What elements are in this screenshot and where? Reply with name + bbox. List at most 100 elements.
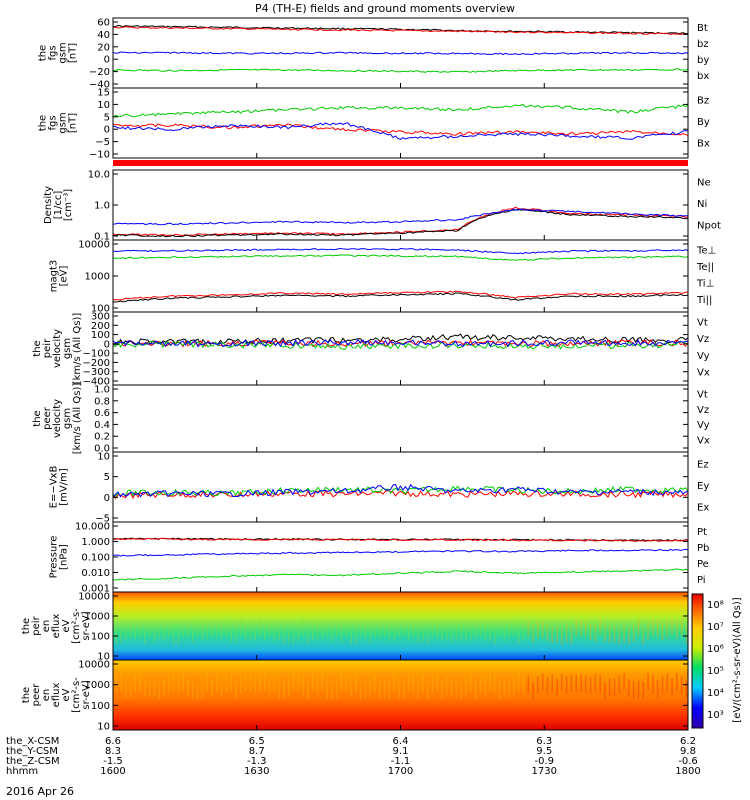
- series-npot-line: [112, 208, 688, 226]
- y-tick-label: 0: [104, 125, 110, 136]
- spectrogram-streak: [321, 620, 324, 638]
- spectrogram-streak: [656, 619, 659, 637]
- spectrogram-streak: [287, 626, 290, 644]
- legend-by: by: [697, 55, 709, 66]
- spectrogram-streak: [163, 677, 165, 696]
- colorbar-tick-label: 10⁶: [707, 644, 724, 655]
- spectrogram-streak: [441, 623, 443, 641]
- y-axis-label-line: peer: [31, 683, 42, 707]
- spectrogram-streak: [321, 673, 324, 692]
- series-bz-line: [112, 26, 689, 36]
- spectrogram-streak: [407, 624, 410, 642]
- panel-7: Ez Ey Ex 10 5 0 −5 E=−VxB [mV/m]: [49, 451, 709, 525]
- spectrogram-streak: [268, 618, 271, 636]
- ephemeris-value: 1800: [675, 766, 700, 777]
- spectrogram-streak: [383, 619, 386, 637]
- spectrogram-streak: [374, 619, 376, 637]
- y-axis-label-line: [nT]: [68, 113, 79, 133]
- series-by-line: [112, 68, 689, 73]
- spectrogram-streak: [508, 620, 510, 638]
- spectrogram-streak: [513, 617, 515, 635]
- y-tick-label: 10000: [78, 592, 110, 603]
- ephemeris-label: the_X-CSM: [6, 736, 59, 747]
- spectrogram-streak: [230, 673, 232, 692]
- spectrogram-streak: [144, 679, 146, 697]
- colorbar-tick-label: 10⁴: [707, 688, 724, 699]
- spectrogram-streak: [541, 673, 544, 692]
- y-tick-label: 10.000: [75, 522, 110, 533]
- mode-bar: [113, 160, 688, 166]
- ephemeris-value: -1.5: [103, 756, 123, 767]
- spectrogram-streak: [254, 623, 256, 641]
- series-te-line: [112, 292, 689, 303]
- spectrogram-streak: [158, 621, 161, 639]
- series-ez-line: [112, 489, 689, 500]
- y-tick-label: 100: [91, 701, 110, 712]
- y-tick-label: 0.1: [94, 232, 110, 243]
- y-tick-label: 15: [97, 88, 110, 99]
- spectrogram-streak: [431, 618, 434, 636]
- spectrogram-streak: [431, 675, 434, 693]
- spectrogram-streak: [211, 677, 213, 696]
- spectrogram-streak: [637, 680, 640, 698]
- spectrogram-streak: [446, 622, 448, 640]
- y-tick-label: 20: [97, 42, 110, 53]
- spectrogram-streak: [455, 676, 458, 695]
- spectrogram-streak: [546, 676, 549, 695]
- spectrogram-streak: [426, 682, 429, 700]
- spectrogram-streak: [661, 675, 664, 694]
- spectrogram-streak: [192, 625, 194, 643]
- spectrogram-streak: [604, 624, 606, 642]
- spectrogram-streak: [527, 675, 530, 693]
- spectrogram-streak: [153, 625, 156, 643]
- spectrogram-streak: [158, 682, 161, 700]
- spectrogram-streak: [139, 674, 141, 693]
- spectrogram-streak: [326, 681, 328, 700]
- legend-bz: Bz: [697, 96, 709, 107]
- legend-vt: Vt: [697, 390, 708, 401]
- spectrogram-streak: [331, 624, 333, 642]
- spectrogram-streak: [680, 676, 683, 695]
- series-bt-line: [112, 24, 689, 35]
- spectrogram-streak: [139, 621, 141, 639]
- spectrogram-streak: [517, 674, 520, 692]
- y-tick-label: −5: [95, 514, 110, 525]
- spectrogram-streak: [484, 678, 486, 696]
- spectrogram-streak: [120, 674, 122, 692]
- spectrogram-streak: [220, 679, 223, 697]
- ephemeris-label: the_Z-CSM: [6, 756, 60, 767]
- series-vt-line: [112, 333, 689, 346]
- y-tick-label: 10: [97, 452, 110, 463]
- spectrogram: [113, 592, 688, 660]
- spectrogram-streak: [182, 673, 185, 691]
- y-axis-label-line: [km/s (All Qs)]: [72, 313, 83, 385]
- spectrogram-streak: [412, 620, 415, 638]
- y-tick-label: −10: [89, 150, 110, 161]
- spectrogram-streak: [580, 619, 582, 637]
- ephemeris-value: -1.1: [391, 756, 411, 767]
- y-axis-label-line: gsm: [58, 42, 69, 63]
- y-axis-label-line: the: [21, 687, 32, 703]
- y-axis-label-line: fgs: [48, 45, 59, 60]
- spectrogram-streak: [239, 675, 242, 694]
- y-axis-label-line: eV: [61, 619, 72, 632]
- spectrogram-streak: [249, 674, 252, 693]
- spectrogram-streak: [230, 624, 232, 642]
- ephemeris-value: 1600: [100, 766, 125, 777]
- y-tick-label: 0.4: [94, 420, 110, 431]
- spectrogram-streak: [354, 675, 357, 694]
- spectrogram-streak: [498, 620, 501, 638]
- y-axis-label-line: [km/s (All Qs)]: [72, 383, 83, 455]
- legend-vx: Vx: [697, 368, 710, 379]
- ephemeris-value: 8.7: [249, 746, 265, 757]
- spectrogram-streak: [168, 620, 170, 638]
- y-tick-label: 0.0: [94, 444, 110, 455]
- legend-ti: Ti||: [696, 295, 712, 306]
- spectrogram-streak: [124, 623, 127, 641]
- spectrogram-streak: [513, 679, 515, 697]
- spectrogram-streak: [201, 681, 204, 699]
